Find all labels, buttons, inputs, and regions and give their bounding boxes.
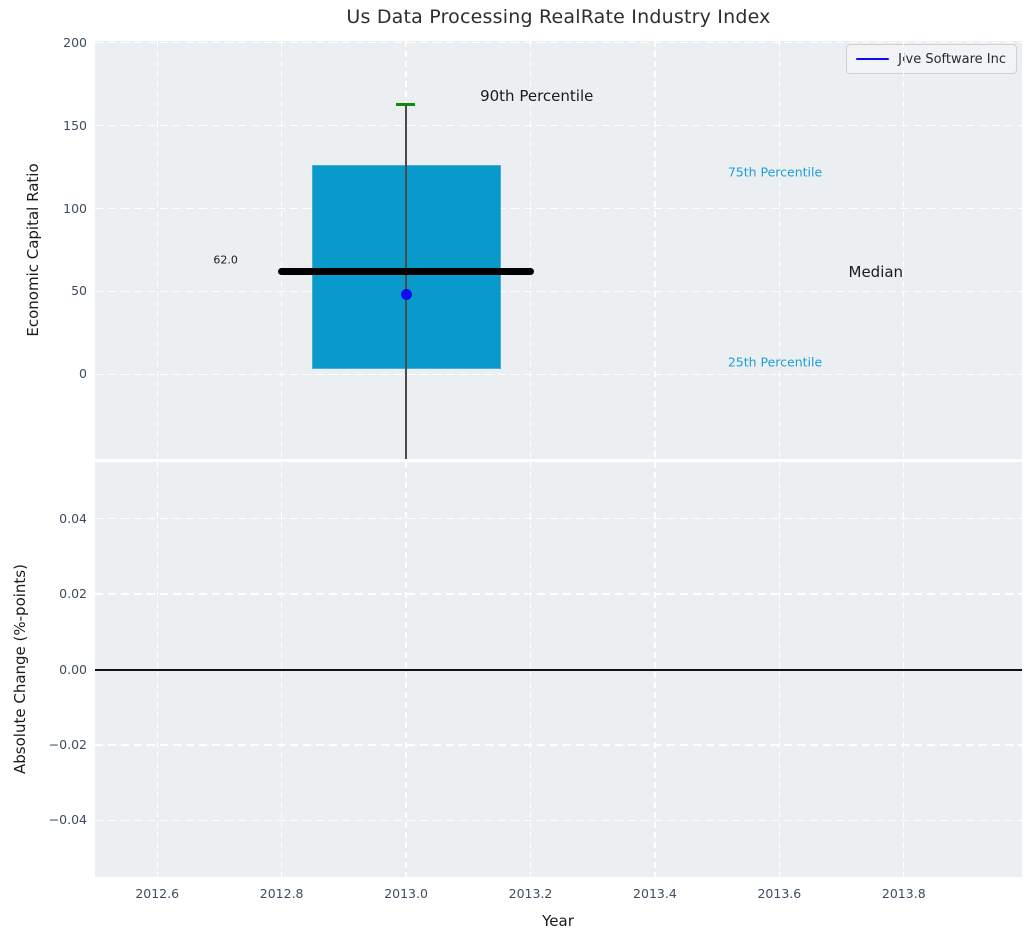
y-tick-label-bottom: 0.00 bbox=[59, 661, 87, 677]
y-tick-label-bottom: −0.02 bbox=[48, 736, 87, 752]
legend-label: Jive Software Inc bbox=[898, 51, 1006, 67]
gridline-vertical bbox=[156, 41, 158, 459]
legend: Jive Software Inc bbox=[846, 44, 1017, 74]
gridline-vertical bbox=[778, 41, 781, 459]
whisker-line bbox=[405, 104, 407, 459]
gridline-vertical bbox=[529, 41, 532, 459]
annotation-median: Median bbox=[848, 262, 904, 281]
x-tick-label: 2013.6 bbox=[757, 886, 802, 901]
x-axis-label: Year bbox=[542, 912, 574, 930]
y-tick-label-bottom: 0.04 bbox=[59, 510, 87, 526]
annotation-62-0: 62.0 bbox=[213, 253, 238, 267]
y-tick-label-top: 200 bbox=[63, 34, 87, 50]
chart-title: Us Data Processing RealRate Industry Ind… bbox=[346, 6, 771, 28]
x-tick-label: 2012.8 bbox=[259, 886, 304, 901]
y-tick-label-bottom: −0.04 bbox=[48, 812, 87, 828]
x-tick-label: 2013.2 bbox=[508, 886, 553, 901]
y-tick-label-top: 0 bbox=[79, 366, 87, 382]
median-line bbox=[277, 268, 535, 276]
gridline-horizontal bbox=[95, 517, 1022, 520]
gridline-horizontal bbox=[95, 373, 1022, 376]
gridline-horizontal bbox=[95, 41, 1022, 44]
x-tick-label: 2013.0 bbox=[384, 886, 428, 901]
gridline-horizontal bbox=[95, 124, 1022, 127]
annotation-90th-percentile: 90th Percentile bbox=[480, 86, 594, 105]
company-marker-jive-software bbox=[400, 289, 412, 301]
gridline-horizontal bbox=[95, 819, 1022, 822]
gridline-horizontal bbox=[95, 290, 1022, 293]
y-tick-label-top: 50 bbox=[71, 283, 87, 299]
annotation-75th-percentile: 75th Percentile bbox=[727, 164, 823, 180]
gridline-vertical bbox=[903, 41, 905, 459]
gridline-vertical bbox=[280, 41, 283, 459]
zero-reference-line bbox=[95, 668, 1022, 671]
gridline-horizontal bbox=[95, 593, 1022, 595]
legend-line-swatch bbox=[856, 57, 890, 61]
gridline-horizontal bbox=[95, 744, 1022, 746]
y-tick-label-top: 150 bbox=[63, 117, 87, 133]
x-tick-label: 2013.8 bbox=[881, 886, 926, 901]
whisker-cap-90th-percentile bbox=[396, 103, 415, 107]
annotation-25th-percentile: 25th Percentile bbox=[727, 354, 823, 370]
x-tick-label: 2013.4 bbox=[633, 886, 677, 901]
y-tick-label-bottom: 0.02 bbox=[59, 586, 87, 602]
x-tick-label: 2012.6 bbox=[135, 886, 180, 901]
y-tick-label-top: 100 bbox=[63, 200, 87, 216]
gridline-horizontal bbox=[95, 207, 1022, 210]
y-axis-label-bottom: Absolute Change (%-points) bbox=[11, 564, 29, 774]
gridline-vertical bbox=[654, 41, 656, 459]
bottom-axes-absolute-change bbox=[95, 462, 1022, 877]
y-axis-label-top: Economic Capital Ratio bbox=[24, 163, 42, 337]
top-axes-economic-capital-ratio: Jive Software Inc 62.0 90th Percentile 75t… bbox=[95, 41, 1022, 459]
